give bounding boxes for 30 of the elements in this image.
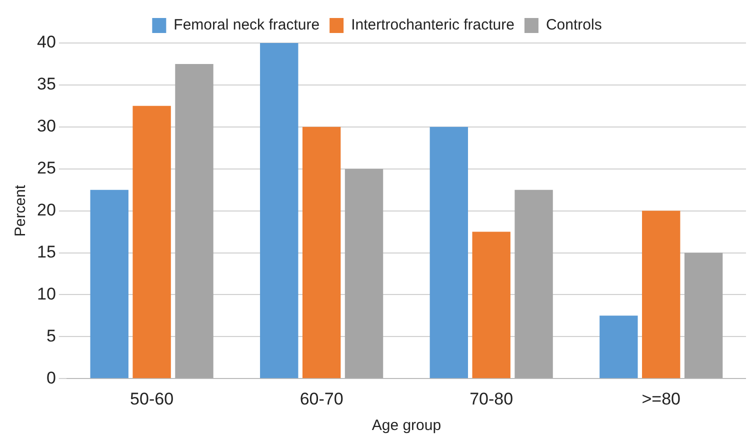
bar (684, 252, 723, 378)
bar (514, 190, 553, 378)
bar (132, 106, 171, 378)
legend-label: Intertrochanteric fracture (351, 16, 514, 34)
y-tick-label: 40 (36, 32, 56, 52)
x-tick-label: 70-80 (470, 389, 514, 408)
bar (430, 126, 468, 378)
y-tick-label: 30 (36, 116, 56, 136)
bar (90, 190, 128, 378)
y-tick-label: 35 (36, 74, 56, 94)
bar (344, 168, 384, 378)
x-tick-label: 60-70 (300, 389, 344, 408)
y-tick-label: 10 (36, 284, 56, 304)
y-tick-label: 0 (46, 368, 56, 388)
bar (260, 43, 298, 378)
y-tick-label: 15 (36, 242, 56, 262)
bar (472, 232, 510, 378)
bar (642, 210, 680, 378)
x-tick-label: >=80 (642, 389, 680, 408)
y-tick-label: 25 (36, 158, 56, 178)
bar (175, 64, 214, 378)
x-axis-title: Age group (372, 417, 442, 434)
x-tick-label: 50-60 (130, 389, 174, 408)
legend-label: Controls (546, 16, 602, 34)
y-axis-title: Percent (12, 184, 30, 237)
legend-label: Femoral neck fracture (174, 16, 320, 34)
y-tick-label: 20 (36, 200, 56, 220)
bar (302, 126, 341, 378)
bar (600, 316, 638, 378)
y-tick-label: 5 (46, 326, 56, 346)
